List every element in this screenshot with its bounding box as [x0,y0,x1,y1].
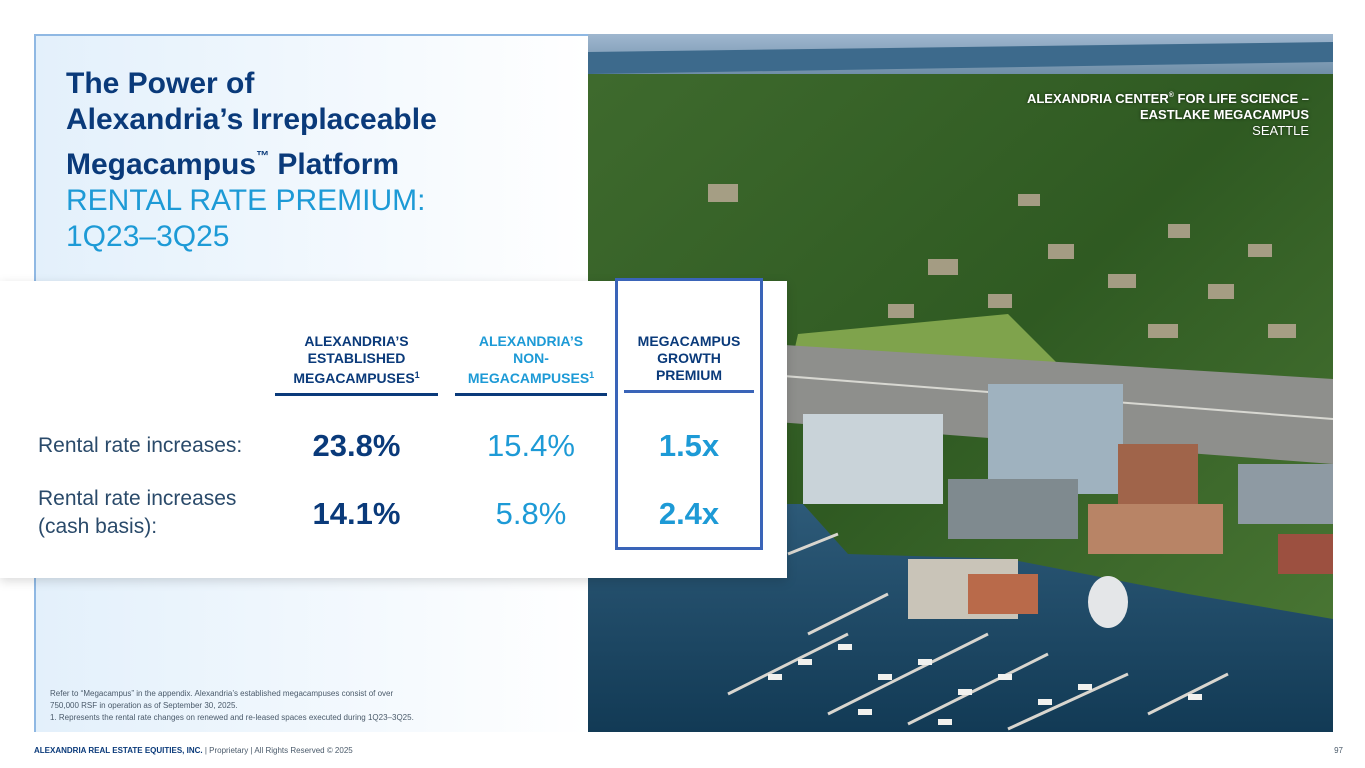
footnote-marker: 1 [589,370,595,380]
established-underline [275,393,438,396]
caption-line-1: ALEXANDRIA CENTER® FOR LIFE SCIENCE – [1027,88,1309,107]
footer-rights: | Proprietary | All Rights Reserved © 20… [202,746,353,755]
value-non-rental: 15.4% [487,428,575,463]
premium-header-line-2: GROWTH [657,350,721,366]
footnote-line-1: Refer to “Megacampus” in the appendix. A… [50,689,394,698]
value-established-rental: 23.8% [312,428,401,463]
title-platform: Platform [269,148,400,181]
footnote-line-2: 750,000 RSF in operation as of September… [50,701,238,710]
title-line-2: Alexandria’s Irreplaceable [66,103,437,136]
non-header-text: MEGACAMPUSES [467,370,590,386]
value-established-cash: 14.1% [312,496,401,531]
row-label-rental-rate: Rental rate increases: [38,434,243,457]
column-header-premium: MEGACAMPUS GROWTH PREMIUM [624,333,754,393]
premium-highlight-box [615,278,763,550]
established-header-line-2: ESTABLISHED [307,350,406,366]
established-header-line-1: ALEXANDRIA’S [304,333,409,349]
title-megacampus: Megacampus [66,148,257,181]
subtitle-line-2: 1Q23–3Q25 [66,220,230,253]
premium-header-line-1: MEGACAMPUS [637,333,741,349]
title-line-3: Megacampus™ Platform [66,138,546,183]
value-premium-rental: 1.5x [658,428,720,463]
footnote-line-3: 1. Represents the rental rate changes on… [50,713,414,722]
page-title: The Power of Alexandria’s Irreplaceable … [66,66,546,255]
page-number: 97 [1334,746,1343,755]
established-header-text: MEGACAMPUSES [293,370,415,386]
established-header-line-3: MEGACAMPUSES1 [275,367,438,387]
column-header-established: ALEXANDRIA’S ESTABLISHED MEGACAMPUSES1 [275,333,438,396]
registered-mark: ® [1168,92,1174,99]
caption-city: SEATTLE [1252,123,1309,138]
non-underline [455,393,607,396]
photo-caption: ALEXANDRIA CENTER® FOR LIFE SCIENCE – EA… [1027,88,1309,139]
non-header-line-1: ALEXANDRIA’S [478,333,584,349]
caption-life-science: FOR LIFE SCIENCE – [1173,91,1309,106]
cash-basis-line-1: Rental rate increases [38,487,237,510]
non-header-line-2: NON- [513,350,549,366]
row-label-cash-basis: Rental rate increases (cash basis): [38,485,236,541]
value-premium-cash: 2.4x [658,496,720,531]
subtitle-line-1: RENTAL RATE PREMIUM: [66,184,426,217]
value-non-cash: 5.8% [495,496,567,531]
trademark-mark: ™ [256,148,270,163]
column-header-non-megacampus: ALEXANDRIA’S NON- MEGACAMPUSES1 [455,333,607,396]
premium-underline [624,390,754,393]
footer-company: ALEXANDRIA REAL ESTATE EQUITIES, INC. [34,746,203,755]
footnote-marker: 1 [414,370,420,380]
footer: ALEXANDRIA REAL ESTATE EQUITIES, INC. | … [34,746,353,755]
title-line-1: The Power of [66,67,255,100]
premium-header-line-3: PREMIUM [655,367,723,383]
footnote: Refer to “Megacampus” in the appendix. A… [50,688,570,724]
caption-center-name: ALEXANDRIA CENTER [1026,91,1169,106]
non-header-line-3: MEGACAMPUSES1 [455,367,607,387]
caption-line-2: EASTLAKE MEGACAMPUS [1139,107,1309,122]
rental-rate-card [0,281,787,578]
cash-basis-line-2: (cash basis): [38,515,158,538]
